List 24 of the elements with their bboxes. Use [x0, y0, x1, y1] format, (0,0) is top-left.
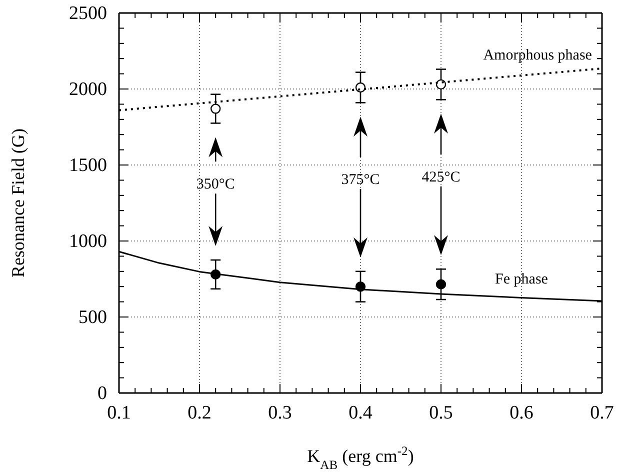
- x-tick-label: 0.6: [510, 402, 534, 424]
- x-tick-label: 0.7: [590, 402, 614, 424]
- y-tick-label: 2000: [69, 79, 107, 100]
- x-axis-title: K$_{AB}$ (erg cm$^{-2}$): [307, 444, 414, 472]
- x-tick-label: 0.3: [268, 402, 292, 424]
- annotation: Fe phase: [495, 272, 548, 288]
- annotation: Amorphous phase: [483, 47, 592, 64]
- y-tick-label: 2500: [69, 3, 107, 24]
- point: [210, 104, 221, 114]
- annotation: 375°C: [341, 172, 380, 188]
- annotation: 425°C: [422, 169, 460, 186]
- point: [436, 279, 446, 290]
- x-tick-label: 0.1: [107, 402, 131, 424]
- x-tick-label: 0.5: [429, 402, 453, 424]
- y-tick-label: 0: [98, 383, 107, 404]
- annotation: 350°C: [196, 176, 235, 193]
- y-axis-title: Resonance Field (G): [8, 128, 28, 278]
- x-tick-label: 0.4: [348, 402, 373, 424]
- x-tick-label: 0.2: [188, 402, 212, 424]
- y-tick-label: 1500: [69, 155, 107, 176]
- y-tick-label: 500: [78, 307, 107, 328]
- point: [436, 79, 446, 90]
- point: [355, 82, 366, 93]
- y-tick-label: 1000: [69, 231, 107, 252]
